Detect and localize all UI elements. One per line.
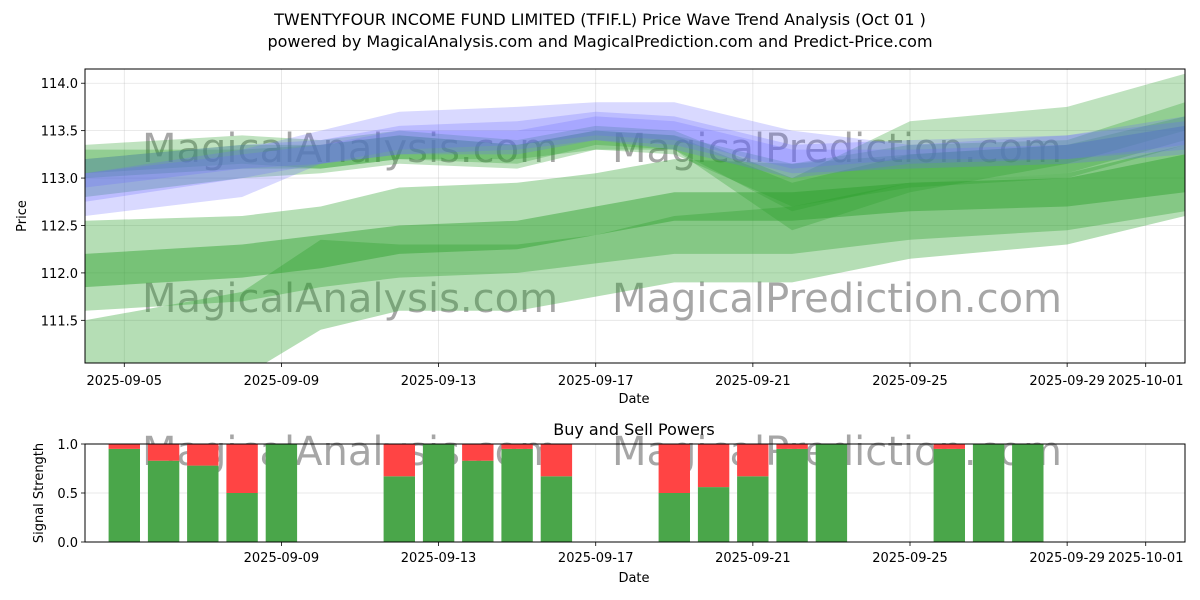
sell-bar [933, 444, 965, 449]
buy-bar [1012, 444, 1044, 542]
buy-bar [265, 444, 298, 542]
price-band-green-2 [85, 125, 1185, 311]
price-x-ticks: 2025-09-05 2025-09-09 2025-09-13 2025-09-17… [87, 363, 1184, 389]
price-bands [85, 73, 1185, 363]
sell-bar [501, 444, 533, 449]
price-band-blue-8 [85, 111, 1185, 188]
sell-bar [187, 444, 219, 466]
watermark-prediction-top: MagicalPrediction.com [612, 126, 1062, 172]
price-x-tick-label: 2025-09-05 [87, 374, 163, 389]
signal-x-tick-label: 2025-09-09 [244, 551, 320, 566]
signal-title: Buy and Sell Powers [553, 420, 715, 439]
buy-bar [933, 448, 965, 542]
signal-panel: Buy and Sell Powers MagicalAnalysis.com … [32, 420, 1186, 586]
buy-bar [737, 476, 769, 542]
buy-bar [972, 444, 1005, 542]
signal-y-label: Signal Strength [32, 443, 47, 543]
buy-bar [501, 448, 533, 542]
price-y-tick-label: 113.0 [41, 172, 78, 187]
sell-bar [737, 444, 769, 477]
price-watermarks: MagicalAnalysis.com MagicalPrediction.co… [142, 126, 1062, 322]
buy-bar [383, 476, 415, 542]
buy-bar [147, 460, 180, 542]
buy-bar [462, 460, 494, 542]
buy-bar [108, 448, 140, 542]
sell-bar [226, 444, 258, 493]
watermark-analysis-mid: MagicalAnalysis.com [142, 276, 558, 322]
price-y-ticks: 111.5 112.0 112.5 113.0 113.5 114.0 [41, 77, 85, 329]
sell-bar [697, 444, 730, 488]
buy-bar [540, 476, 573, 542]
price-band-green-6 [85, 116, 1185, 212]
price-y-tick-label: 112.0 [41, 267, 78, 282]
buy-bar [776, 448, 808, 542]
sell-bar [776, 444, 808, 449]
price-x-tick-label: 2025-09-17 [558, 374, 634, 389]
price-panel: MagicalAnalysis.com MagicalPrediction.co… [15, 68, 1186, 407]
price-axes-frame [84, 68, 1186, 364]
signal-x-tick-label: 2025-09-17 [558, 551, 634, 566]
buy-bar [226, 493, 258, 542]
signal-x-tick-label: 2025-09-21 [715, 551, 791, 566]
buy-bar [815, 444, 848, 542]
watermark-prediction-mid: MagicalPrediction.com [612, 276, 1062, 322]
price-y-tick-label: 113.5 [41, 125, 78, 140]
price-x-tick-label: 2025-09-09 [244, 374, 320, 389]
chart-title: TWENTYFOUR INCOME FUND LIMITED (TFIF.L) … [273, 10, 926, 29]
chart-subtitle: powered by MagicalAnalysis.com and Magic… [267, 32, 932, 51]
signal-y-ticks: 0.0 0.5 1.0 [57, 438, 85, 551]
price-grid [85, 69, 1185, 363]
buy-bar [658, 493, 690, 542]
signal-x-tick-label: 2025-09-13 [401, 551, 477, 566]
signal-y-tick-label: 1.0 [57, 438, 78, 453]
signal-bars [108, 444, 1044, 542]
price-x-tick-label: 2025-09-13 [401, 374, 477, 389]
sell-bar [540, 444, 573, 477]
signal-y-tick-label: 0.0 [57, 536, 78, 551]
signal-x-ticks: 2025-09-09 2025-09-13 2025-09-17 2025-09-21… [244, 542, 1184, 566]
signal-x-tick-label: 2025-09-29 [1029, 551, 1105, 566]
price-y-tick-label: 112.5 [41, 219, 78, 234]
watermark-analysis-top: MagicalAnalysis.com [142, 126, 558, 172]
sell-bar [658, 444, 690, 493]
price-band-blue-9 [85, 116, 1185, 202]
price-band-green-4 [85, 73, 1185, 231]
buy-bar [422, 444, 455, 542]
price-x-tick-label: 2025-09-21 [715, 374, 791, 389]
sell-bar [147, 444, 180, 461]
price-band-green-5 [85, 102, 1185, 207]
price-x-tick-label: 2025-10-01 [1108, 374, 1184, 389]
signal-x-label: Date [618, 571, 649, 586]
price-y-tick-label: 111.5 [41, 314, 78, 329]
price-x-tick-label: 2025-09-29 [1029, 374, 1105, 389]
sell-bar [462, 444, 494, 461]
price-y-label: Price [15, 200, 30, 232]
price-y-tick-label: 114.0 [41, 77, 78, 92]
signal-x-tick-label: 2025-10-01 [1108, 551, 1184, 566]
signal-x-tick-label: 2025-09-25 [872, 551, 948, 566]
buy-bar [697, 487, 730, 542]
sell-bar [383, 444, 415, 477]
signal-y-tick-label: 0.5 [57, 487, 78, 502]
price-band-green-3 [85, 154, 1185, 288]
price-x-tick-label: 2025-09-25 [872, 374, 948, 389]
sell-bar [108, 444, 140, 449]
price-x-label: Date [618, 392, 649, 407]
buy-bar [187, 465, 219, 542]
price-band-green-1 [85, 144, 1185, 363]
price-band-blue-7 [85, 102, 1185, 216]
